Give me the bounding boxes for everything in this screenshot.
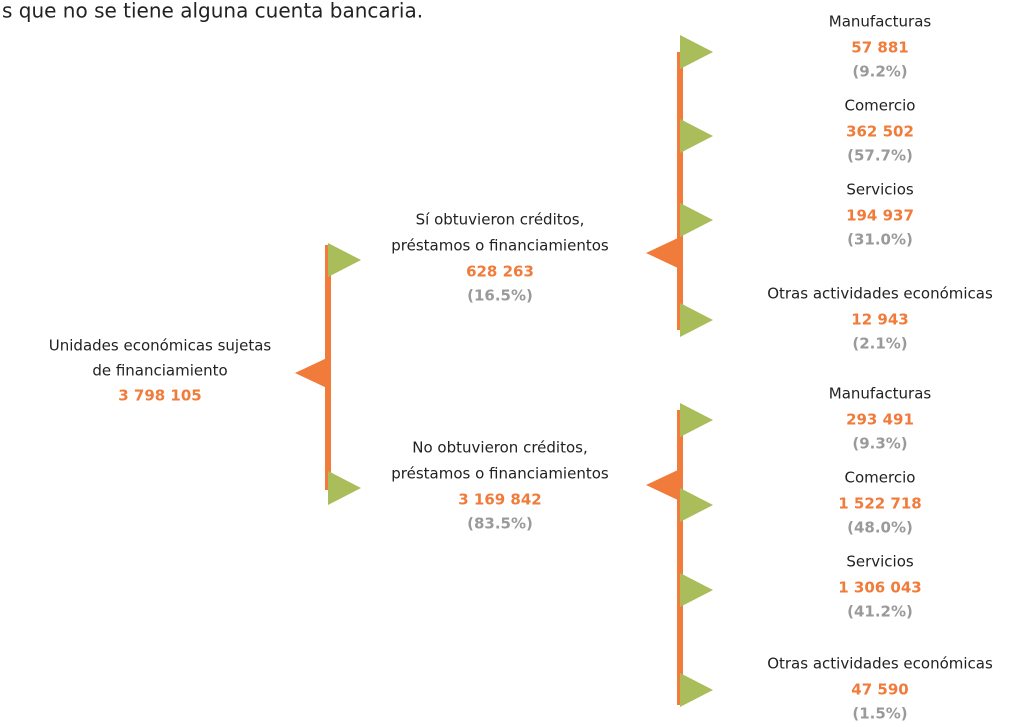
branch-percent: (16.5%): [467, 287, 533, 305]
branch-flag: [680, 203, 713, 237]
leaf-percent: (2.1%): [852, 335, 907, 353]
leaf-value: 293 491: [846, 411, 914, 429]
branch-label: No obtuvieron créditos,: [412, 439, 587, 457]
leaf-label: Comercio: [845, 97, 916, 115]
branch-flag: [680, 403, 713, 437]
branch-flag: [680, 35, 713, 69]
branch-flag: [680, 673, 713, 707]
leaf-label: Otras actividades económicas: [767, 285, 993, 303]
root-label: Unidades económicas sujetas: [49, 337, 272, 355]
leaf-percent: (57.7%): [847, 147, 913, 165]
leaf-value: 12 943: [851, 311, 908, 329]
leaf-percent: (31.0%): [847, 231, 913, 249]
leaf-value: 47 590: [851, 681, 908, 699]
leaf-percent: (9.3%): [852, 435, 907, 453]
leaf-percent: (9.2%): [852, 63, 907, 81]
leaf-value: 1 522 718: [838, 495, 922, 513]
branch-percent: (83.5%): [467, 515, 533, 533]
leaf-value: 194 937: [846, 207, 914, 225]
branch-value: 3 169 842: [458, 491, 542, 509]
leaf-value: 1 306 043: [838, 579, 922, 597]
leaf-label: Servicios: [846, 181, 914, 199]
leaf-label: Manufacturas: [829, 385, 932, 403]
node-marker: [646, 469, 680, 501]
leaf-percent: (41.2%): [847, 603, 913, 621]
root-label: de financiamiento: [92, 362, 227, 380]
branch-label: préstamos o financiamientos: [391, 237, 609, 255]
node-marker: [646, 237, 680, 269]
branch-flag: [328, 471, 361, 505]
leaf-percent: (1.5%): [852, 705, 907, 723]
leaf-label: Servicios: [846, 553, 914, 571]
branch-label: préstamos o financiamientos: [391, 465, 609, 483]
header-text: s que no se tiene alguna cuenta bancaria…: [2, 0, 423, 23]
branch-value: 628 263: [466, 263, 534, 281]
branch-flag: [680, 488, 713, 522]
branch-flag: [680, 573, 713, 607]
leaf-percent: (48.0%): [847, 519, 913, 537]
node-marker: [295, 357, 329, 389]
root-value: 3 798 105: [118, 387, 202, 405]
leaf-value: 57 881: [851, 39, 908, 57]
branch-flag: [328, 243, 361, 277]
branch-flag: [680, 303, 713, 337]
leaf-value: 362 502: [846, 123, 914, 141]
leaf-label: Comercio: [845, 469, 916, 487]
branch-label: Sí obtuvieron créditos,: [416, 211, 585, 229]
leaf-label: Otras actividades económicas: [767, 655, 993, 673]
leaf-label: Manufacturas: [829, 13, 932, 31]
branch-flag: [680, 119, 713, 153]
